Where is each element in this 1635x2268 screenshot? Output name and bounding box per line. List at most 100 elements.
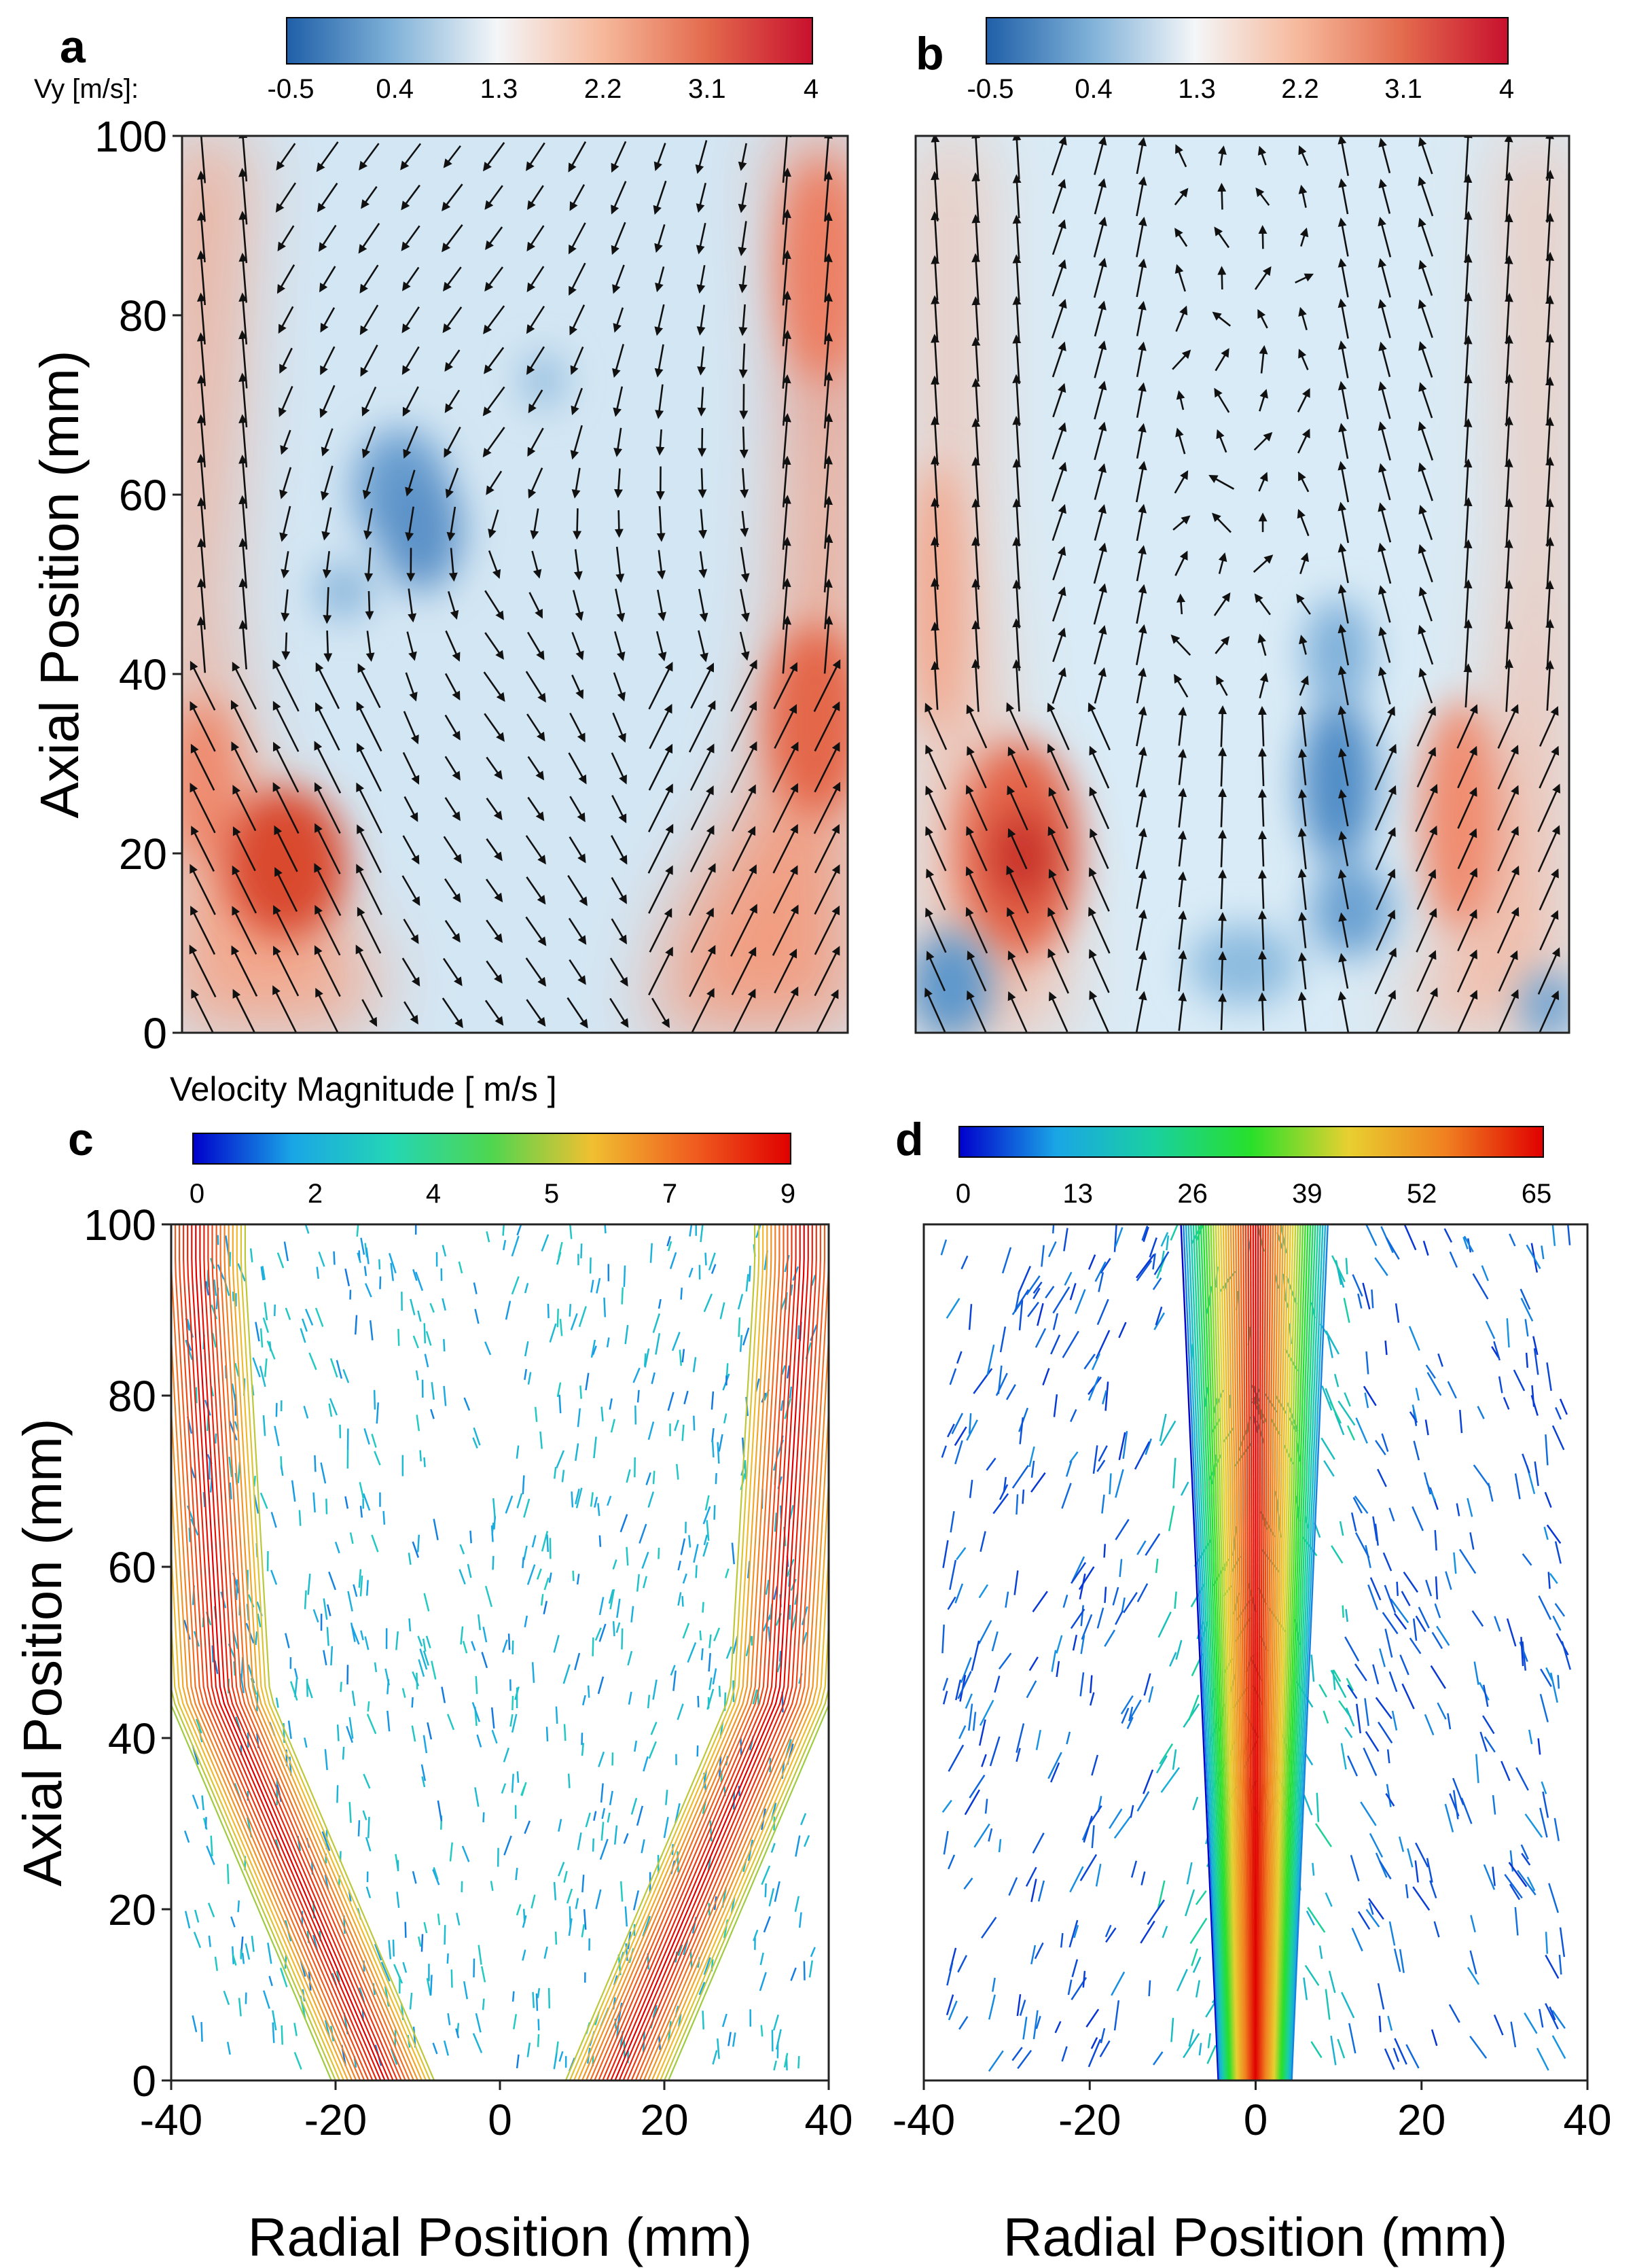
velocity-streak [228,1456,233,1477]
velocity-arrow [1337,217,1349,257]
velocity-streak [798,1912,802,1928]
velocity-streak [1509,1883,1521,1900]
velocity-arrow [1378,217,1392,258]
velocity-streak [1350,1855,1360,1881]
velocity-streak [351,1690,356,1706]
panel-label-b: b [916,28,944,79]
velocity-streak [1152,1277,1162,1290]
velocity-streak [1054,2021,1062,2034]
velocity-arrow [526,306,545,334]
velocity-arrow [1217,912,1227,949]
velocity-streak [752,1689,758,1705]
velocity-streak [384,1986,390,2007]
jet-streamline [594,1224,785,2080]
velocity-arrow [361,386,377,417]
velocity-arrow [1418,137,1433,175]
velocity-streak [1551,2010,1566,2030]
velocity-streak [1082,1970,1086,1988]
velocity-streak [441,1686,446,1703]
velocity-arrow [1418,544,1433,583]
velocity-streak [412,1671,420,1686]
velocity-arrow [273,904,300,956]
velocity-streak [704,1495,710,1511]
velocity-arrow [281,632,291,660]
velocity-arrow [611,141,627,173]
velocity-streak [636,1389,640,1403]
velocity-streak [354,1315,358,1335]
velocity-streak [1555,1406,1562,1420]
velocity-streak [481,1652,488,1669]
velocity-streak [1064,1271,1073,1286]
velocity-streak [1513,1369,1526,1392]
colorbar-b-tick: -0.5 [967,74,1014,104]
velocity-streak [1437,1353,1443,1367]
velocity-streak [1115,1519,1130,1540]
velocity-streak [1026,1680,1037,1699]
velocity-streak [408,1553,412,1565]
velocity-arrow [1539,706,1559,747]
velocity-arrow [403,796,418,822]
velocity-streak [712,1668,717,1685]
velocity-streak [1072,1635,1078,1651]
velocity-streak [262,1317,270,1333]
velocity-streak [1325,1892,1333,1907]
velocity-streak [1434,1529,1437,1551]
velocity-arrow [488,550,501,579]
velocity-streak [1037,1303,1044,1326]
velocity-arrow [402,835,420,865]
velocity-streak [672,1670,677,1691]
velocity-streak [1509,1233,1516,1247]
velocity-arrow [569,712,586,743]
velocity-arrow [1216,675,1228,696]
velocity-streak [590,1492,594,1507]
velocity-streak [531,1894,536,1909]
velocity-streak [526,1564,536,1585]
velocity-streak [643,1756,649,1772]
velocity-streak [681,1349,685,1363]
velocity-arrow [321,507,332,541]
velocity-arrow [698,509,707,539]
velocity-streak [342,1369,350,1383]
velocity-arrow [698,630,708,662]
velocity-arrow [320,307,336,333]
velocity-streak [1140,1871,1146,1885]
velocity-streak [703,1293,713,1313]
velocity-streak [412,1269,418,1281]
velocity-arrow [1048,868,1068,910]
velocity-streak [1104,1381,1109,1411]
velocity-arrow [1094,421,1107,461]
velocity-streak [276,1252,285,1269]
jet-streamline [207,1224,398,2080]
velocity-arrow [966,826,988,872]
velocity-streak [411,1697,414,1708]
velocity-streak [1347,1755,1359,1777]
velocity-streak [1337,2038,1346,2059]
velocity-arrow [738,143,747,171]
velocity-streak [683,1390,689,1404]
velocity-arrow [1136,217,1147,258]
velocity-arrow [486,756,503,780]
velocity-streak [1332,1669,1336,1690]
velocity-streak [1520,1298,1534,1322]
velocity-arrow [321,428,334,457]
velocity-arrow [442,997,463,1029]
x-tick-label: 40 [1563,2095,1611,2144]
velocity-streak [524,1368,528,1380]
velocity-streak [263,1990,270,2009]
velocity-streak [1304,1964,1320,1986]
velocity-arrow [319,385,336,419]
velocity-streak [359,1575,363,1597]
velocity-streak [515,1868,518,1881]
velocity-arrow [1297,828,1307,870]
colorbar-b-tick: 3.1 [1384,74,1422,104]
velocity-streak [1367,1584,1379,1610]
velocity-streak [1541,1245,1545,1260]
velocity-streak [1384,1584,1397,1614]
velocity-streak [1168,1505,1175,1531]
velocity-streak [1016,1494,1019,1515]
velocity-streak [471,1641,476,1651]
velocity-streak [475,2013,482,2033]
velocity-arrow [1418,462,1433,501]
velocity-streak [328,1403,333,1417]
velocity-streak [259,1492,268,1509]
